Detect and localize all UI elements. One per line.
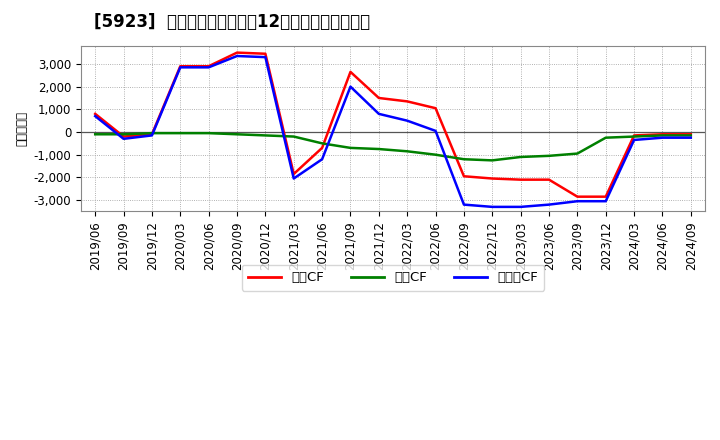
Text: [5923]  キャッシュフローの12か月移動合計の推移: [5923] キャッシュフローの12か月移動合計の推移	[94, 13, 370, 31]
Legend: 営業CF, 投資CF, フリーCF: 営業CF, 投資CF, フリーCF	[242, 265, 544, 291]
Y-axis label: （百万円）: （百万円）	[15, 111, 28, 146]
